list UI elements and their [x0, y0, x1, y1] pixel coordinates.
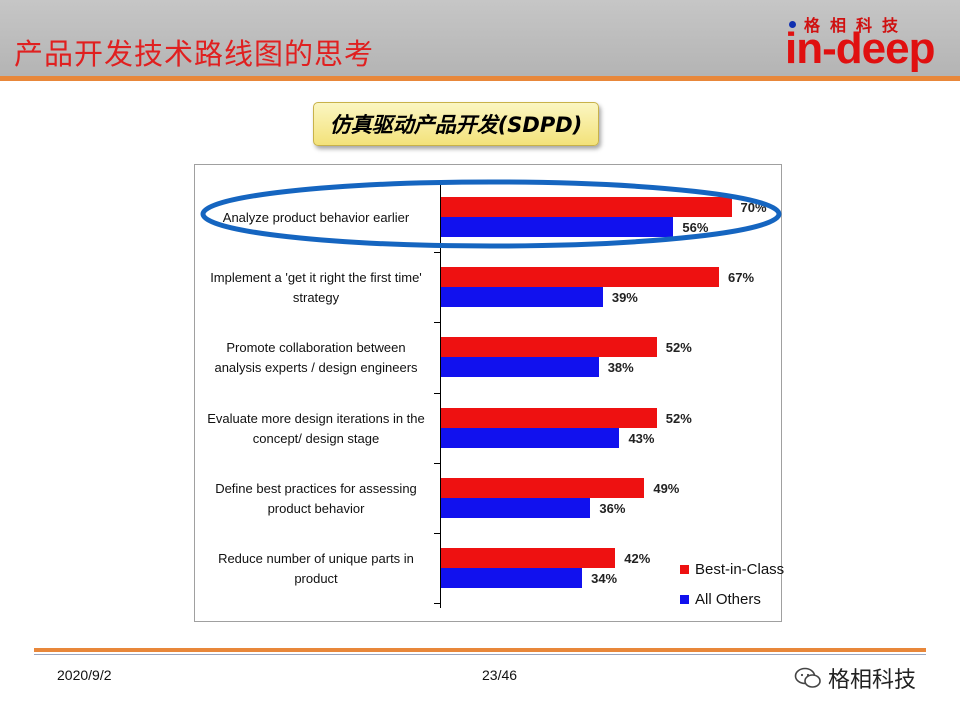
category-label: Promote collaboration between analysis ex…	[196, 338, 436, 378]
legend-label: Best-in-Class	[695, 561, 785, 578]
footer-divider	[34, 648, 926, 652]
category-label: Analyze product behavior earlier	[196, 208, 436, 228]
category-label: Implement a 'get it right the first time…	[196, 268, 436, 308]
data-label: 42%	[624, 551, 651, 566]
legend-entry: Best-in-Class	[680, 561, 784, 578]
category-label-line: Implement a 'get it right the first time…	[210, 270, 422, 286]
bar-best-in-class	[441, 477, 645, 498]
data-label: 38%	[607, 360, 634, 376]
header-bar	[0, 0, 960, 76]
logo-dot	[789, 21, 796, 28]
footer-date: 2020/9/2	[57, 667, 112, 683]
legend-swatch	[680, 595, 689, 604]
data-label: 39%	[611, 290, 638, 306]
wechat-icon	[794, 667, 821, 688]
category-label-line: Promote collaboration between	[226, 340, 406, 356]
y-axis-tick	[434, 533, 440, 534]
bar-best-in-class	[441, 407, 657, 428]
data-label: 49%	[653, 480, 680, 496]
data-label: 67%	[728, 270, 755, 286]
logo-chinese-text: 格相科技	[804, 16, 909, 35]
bar-best-in-class	[441, 267, 720, 288]
y-axis-tick	[434, 603, 440, 605]
category-label-line: analysis experts / design engineers	[214, 360, 418, 376]
y-axis-tick	[434, 392, 440, 394]
category-label-line: Reduce number of unique parts in	[218, 551, 414, 566]
data-label: 52%	[665, 410, 692, 426]
bar-all-others	[441, 497, 591, 518]
category-label-line: product behavior	[267, 500, 365, 516]
highlight-ellipse	[200, 179, 782, 249]
category-label: Evaluate more design iterations in the co…	[196, 409, 436, 449]
header-divider	[0, 76, 960, 81]
y-axis-tick	[434, 322, 440, 324]
legend-swatch	[680, 565, 689, 574]
page-title: 产品开发技术路线图的思考	[14, 37, 375, 71]
y-axis-tick	[434, 252, 440, 254]
category-label-line: Analyze product behavior earlier	[222, 210, 410, 225]
bar-all-others	[441, 568, 583, 588]
page-number: 23/46	[482, 667, 518, 683]
watermark: 格相科技	[794, 662, 916, 694]
category-label: Reduce number of unique parts in product	[196, 549, 436, 589]
legend-label: All Others	[695, 591, 761, 608]
category-label-line: Define best practices for assessing	[215, 480, 417, 496]
y-axis	[440, 182, 441, 608]
logo-text: in-deep	[785, 24, 935, 73]
data-label: 36%	[599, 500, 626, 516]
sdpd-badge: 仿真驱动产品开发(SDPD)	[313, 102, 599, 146]
bar-best-in-class	[441, 337, 657, 358]
watermark-text: 格相科技	[828, 668, 917, 693]
data-label: 34%	[591, 571, 618, 586]
category-label-line: Evaluate more design iterations in the	[207, 410, 425, 426]
category-label-line: strategy	[292, 290, 340, 306]
bar-all-others	[441, 217, 674, 237]
legend-entry: All Others	[680, 591, 761, 608]
y-axis-tick	[434, 462, 440, 464]
data-label: 43%	[628, 430, 655, 446]
category-label-line: concept/ design stage	[252, 430, 380, 446]
data-label: 56%	[682, 220, 709, 235]
category-label: Define best practices for assessing produ…	[196, 479, 436, 519]
bar-all-others	[441, 357, 599, 378]
bar-all-others	[441, 427, 620, 448]
bar-best-in-class	[441, 548, 616, 568]
category-label-line: product	[294, 571, 338, 586]
bar-best-in-class	[441, 197, 732, 217]
bar-all-others	[441, 287, 603, 308]
footer-divider-thin	[34, 654, 926, 655]
chart-frame	[194, 164, 782, 622]
data-label: 52%	[665, 340, 692, 356]
